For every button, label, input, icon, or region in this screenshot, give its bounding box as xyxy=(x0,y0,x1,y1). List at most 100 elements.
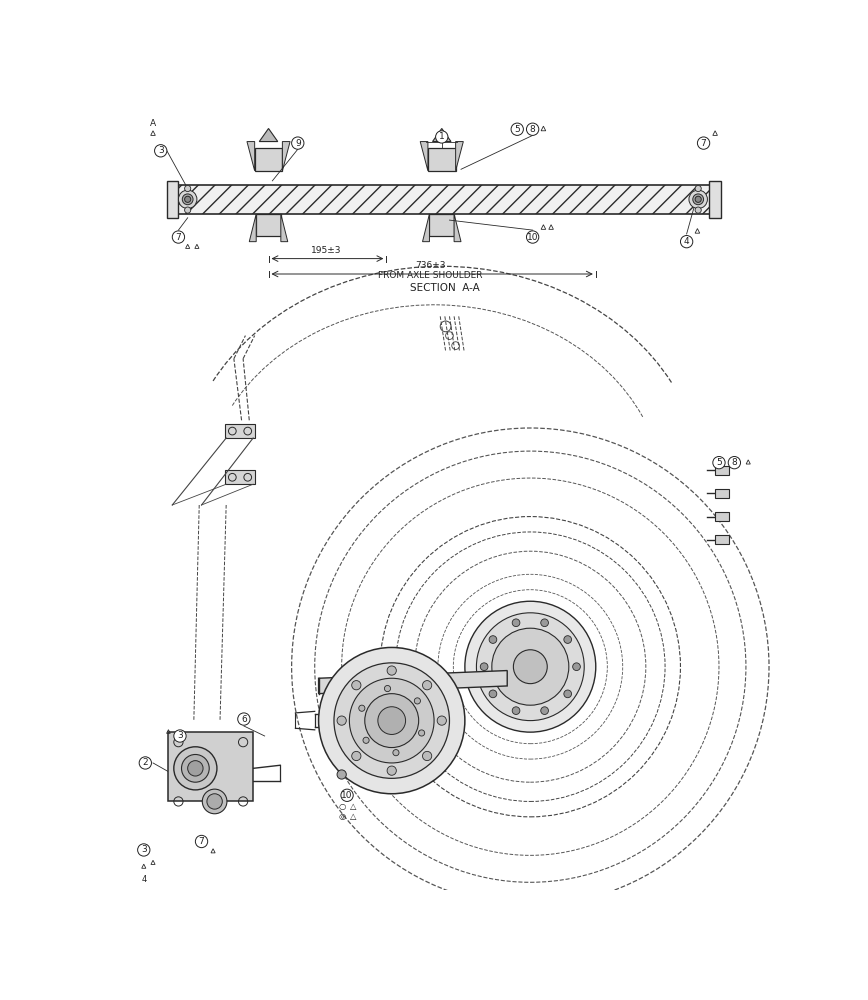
Bar xyxy=(715,489,729,498)
Bar xyxy=(254,148,282,171)
Circle shape xyxy=(489,636,496,643)
Circle shape xyxy=(414,698,420,704)
Text: 7: 7 xyxy=(175,233,181,242)
Circle shape xyxy=(341,789,353,801)
Text: 5: 5 xyxy=(716,458,722,467)
Circle shape xyxy=(139,757,152,769)
Circle shape xyxy=(689,190,707,209)
Circle shape xyxy=(365,694,418,748)
Text: 5: 5 xyxy=(515,125,520,134)
Text: A: A xyxy=(150,119,156,128)
Circle shape xyxy=(363,737,369,743)
Bar xyxy=(715,512,729,521)
Circle shape xyxy=(695,207,701,213)
Circle shape xyxy=(465,601,595,732)
Text: △: △ xyxy=(350,812,357,821)
Text: 10: 10 xyxy=(341,791,352,800)
Text: SECTION  A-A: SECTION A-A xyxy=(410,283,480,293)
Circle shape xyxy=(728,456,740,469)
Circle shape xyxy=(423,681,431,690)
Circle shape xyxy=(292,137,304,149)
Bar xyxy=(715,535,729,544)
Circle shape xyxy=(492,628,569,705)
Circle shape xyxy=(174,730,186,742)
Circle shape xyxy=(681,235,693,248)
Circle shape xyxy=(238,713,250,725)
Circle shape xyxy=(202,789,227,814)
Circle shape xyxy=(573,663,581,671)
Circle shape xyxy=(195,835,207,848)
Circle shape xyxy=(423,751,431,761)
Text: 7: 7 xyxy=(700,139,707,148)
Circle shape xyxy=(480,663,488,671)
Circle shape xyxy=(319,647,465,794)
Text: 195±3: 195±3 xyxy=(311,246,341,255)
Text: 2: 2 xyxy=(142,758,148,767)
Text: ○: ○ xyxy=(338,802,345,811)
Circle shape xyxy=(393,750,399,756)
Circle shape xyxy=(187,761,203,776)
Circle shape xyxy=(527,123,539,135)
Polygon shape xyxy=(432,128,451,142)
Bar xyxy=(430,214,454,235)
Bar xyxy=(225,470,255,484)
Polygon shape xyxy=(247,142,254,171)
Circle shape xyxy=(387,766,397,775)
Circle shape xyxy=(138,844,150,856)
Text: ◎: ◎ xyxy=(338,812,345,821)
Text: 3: 3 xyxy=(177,732,183,740)
Text: 736±3: 736±3 xyxy=(415,261,445,270)
Text: 4: 4 xyxy=(684,237,689,246)
Bar xyxy=(256,214,281,235)
Circle shape xyxy=(693,194,704,205)
Circle shape xyxy=(358,705,365,711)
Circle shape xyxy=(349,678,434,763)
Text: 3: 3 xyxy=(141,845,147,854)
Circle shape xyxy=(713,456,725,469)
Circle shape xyxy=(352,751,361,761)
Circle shape xyxy=(564,636,571,643)
Circle shape xyxy=(387,666,397,675)
Circle shape xyxy=(512,707,520,714)
Circle shape xyxy=(334,663,450,778)
Circle shape xyxy=(185,196,191,202)
Polygon shape xyxy=(456,142,464,171)
Circle shape xyxy=(155,145,167,157)
Text: 8: 8 xyxy=(529,125,536,134)
Text: △: △ xyxy=(350,802,357,811)
Circle shape xyxy=(352,681,361,690)
Circle shape xyxy=(512,619,520,627)
Polygon shape xyxy=(249,214,256,242)
Polygon shape xyxy=(423,214,430,242)
Circle shape xyxy=(437,716,446,725)
Circle shape xyxy=(489,690,496,698)
Text: 3: 3 xyxy=(158,146,163,155)
Bar xyxy=(176,185,711,214)
Bar xyxy=(167,181,179,218)
Bar xyxy=(428,148,456,171)
Circle shape xyxy=(477,613,584,721)
Circle shape xyxy=(337,716,346,725)
Bar xyxy=(709,181,720,218)
Circle shape xyxy=(181,754,209,782)
Circle shape xyxy=(564,690,571,698)
Circle shape xyxy=(511,123,523,135)
Polygon shape xyxy=(319,671,507,694)
Text: 6: 6 xyxy=(241,715,247,724)
Circle shape xyxy=(182,194,193,205)
Circle shape xyxy=(337,770,346,779)
Text: 8: 8 xyxy=(732,458,737,467)
Circle shape xyxy=(695,196,701,202)
Circle shape xyxy=(174,747,217,790)
Circle shape xyxy=(378,707,405,734)
Text: 4: 4 xyxy=(141,875,147,884)
Polygon shape xyxy=(281,214,288,242)
Polygon shape xyxy=(260,128,278,142)
Circle shape xyxy=(541,619,549,627)
Bar xyxy=(225,424,255,438)
Circle shape xyxy=(172,231,185,243)
Circle shape xyxy=(207,794,222,809)
Text: 7: 7 xyxy=(199,837,204,846)
Circle shape xyxy=(527,231,539,243)
Text: 10: 10 xyxy=(527,233,538,242)
